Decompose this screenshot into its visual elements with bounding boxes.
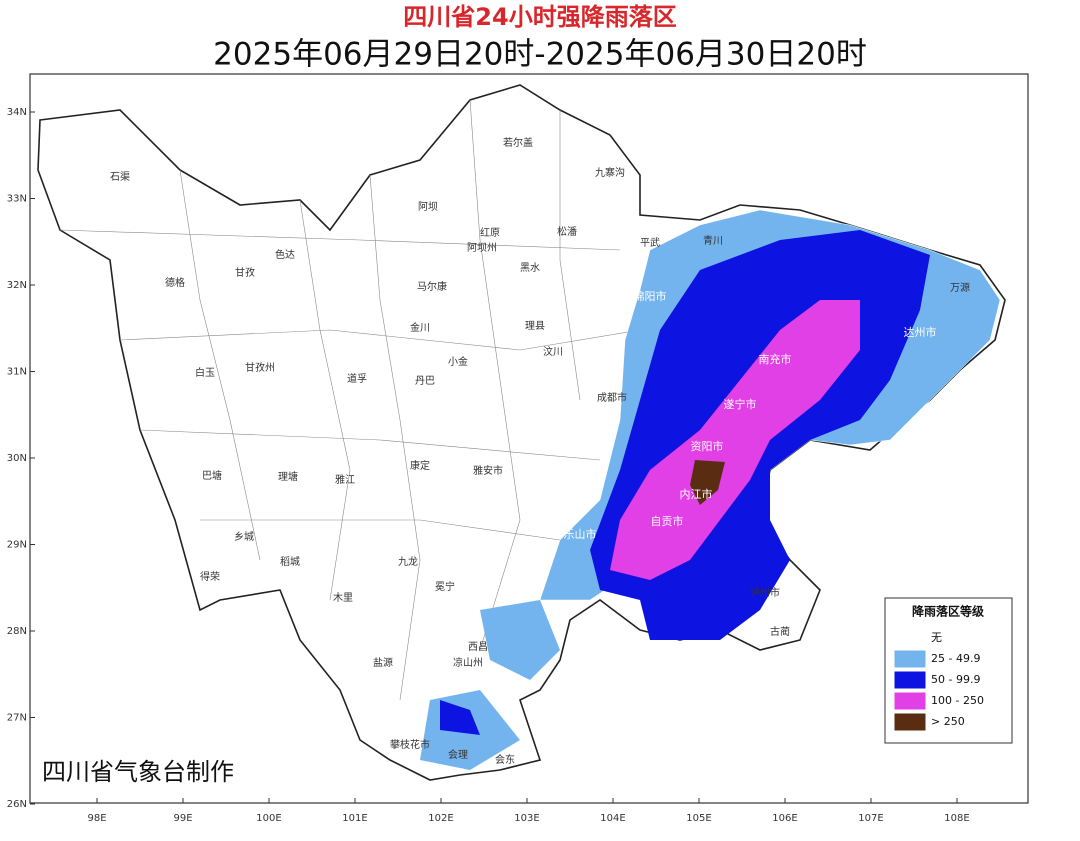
place-label: 小金 (448, 355, 468, 368)
place-label: 红原 (480, 226, 500, 239)
place-label: 九寨沟 (595, 166, 625, 179)
lat-tick-label: 33N (7, 194, 27, 205)
place-label: 理塘 (278, 470, 298, 483)
place-label: 道孚 (347, 372, 367, 385)
place-label: 得荣 (200, 571, 220, 583)
place-label: 内江市 (680, 487, 713, 501)
place-label: 色达 (275, 248, 295, 261)
legend-swatch (894, 650, 926, 668)
place-label: 丹巴 (415, 375, 435, 387)
legend-label: 100 - 250 (931, 694, 984, 707)
place-label: 马尔康 (417, 280, 447, 293)
place-label: 冕宁 (435, 580, 455, 593)
lon-tick-label: 100E (256, 813, 281, 824)
lon-tick-label: 103E (514, 813, 539, 824)
lon-tick-label: 101E (342, 813, 367, 824)
place-label: 雅江 (335, 473, 355, 486)
place-label: 遂宁市 (724, 397, 757, 411)
place-label: 理县 (525, 320, 545, 332)
place-label: 稻城 (280, 556, 300, 568)
place-label: 会东 (495, 753, 515, 766)
rain-area-light (480, 600, 560, 680)
subtitle: 2025年06月29日20时-2025年06月30日20时 (213, 37, 867, 73)
legend-label: 50 - 99.9 (931, 673, 980, 686)
legend-label: 无 (931, 631, 942, 644)
place-label: 松潘 (557, 225, 577, 238)
lat-tick-label: 29N (7, 540, 27, 551)
lat-tick-label: 31N (7, 367, 27, 378)
place-label: 古蔺 (770, 625, 790, 638)
lat-tick-label: 26N (7, 799, 27, 810)
place-label: 阿坝 (418, 201, 438, 213)
place-label: 万源 (950, 281, 970, 294)
lon-tick-label: 105E (686, 813, 711, 824)
legend-swatch (894, 671, 926, 689)
place-label: 九龙 (398, 555, 418, 568)
lon-tick-label: 107E (858, 813, 883, 824)
place-label: 会理 (448, 748, 468, 761)
place-label: 汶川 (543, 345, 563, 358)
legend: 降雨落区等级 无 25 - 49.9 50 - 99.9 100 - 250 > 250 (884, 597, 1013, 744)
place-label: 白玉 (195, 366, 215, 379)
lon-tick-label: 98E (87, 813, 106, 824)
title: 四川省24小时强降雨落区 (403, 3, 676, 31)
place-label: 石渠 (110, 171, 130, 183)
place-label: 德格 (165, 276, 185, 289)
county-borders (59, 99, 641, 701)
legend-swatch (895, 630, 925, 646)
legend-label: 25 - 49.9 (931, 652, 980, 665)
rain-area-severe (610, 300, 860, 580)
lat-tick-label: 30N (7, 453, 27, 464)
place-label: 自贡市 (651, 514, 684, 528)
place-label: 金川 (410, 321, 430, 334)
place-label: 成都市 (597, 391, 627, 404)
place-label: 盐源 (373, 656, 393, 669)
place-label: 青川 (703, 234, 723, 247)
place-label: 绵阳市 (634, 289, 667, 303)
legend-swatch (894, 713, 926, 731)
place-label: 乐山市 (564, 527, 597, 541)
place-label: 雅安市 (473, 464, 503, 477)
lon-tick-label: 106E (772, 813, 797, 824)
lon-tick-label: 102E (428, 813, 453, 824)
credit: 四川省气象台制作 (42, 758, 234, 786)
place-label: 巴塘 (202, 469, 222, 482)
place-label: 达州市 (904, 325, 937, 339)
place-label: 黑水 (520, 262, 540, 274)
place-label: 甘孜州 (245, 361, 275, 374)
rain-area-heavy (440, 700, 480, 735)
lon-tick-label: 99E (173, 813, 192, 824)
place-label: 攀枝花市 (390, 738, 430, 751)
lat-tick-label: 32N (7, 280, 27, 291)
place-label: 泸州市 (750, 586, 780, 599)
place-labels: 石渠 德格 甘孜 色达 白玉 巴塘 理塘 乡城 稻城 得荣 若尔盖 九寨沟 阿坝… (110, 136, 970, 766)
lat-tick-label: 28N (7, 626, 27, 637)
lat-tick-label: 34N (7, 107, 27, 118)
place-label: 凉山州 (453, 656, 483, 669)
place-label: 木里 (333, 592, 353, 604)
place-label: 康定 (410, 459, 430, 472)
place-label: 甘孜 (235, 266, 255, 279)
lat-tick-label: 27N (7, 713, 27, 724)
place-label: 资阳市 (691, 439, 724, 453)
place-label: 南充市 (759, 352, 792, 366)
rain-area-extreme (690, 460, 725, 505)
legend-title: 降雨落区等级 (912, 604, 984, 619)
lon-tick-label: 104E (600, 813, 625, 824)
lon-tick-label: 108E (944, 813, 969, 824)
place-label: 阿坝州 (467, 242, 497, 254)
place-label: 平武 (640, 236, 660, 249)
legend-swatch (894, 692, 926, 710)
place-label: 若尔盖 (503, 136, 533, 149)
place-label: 乡城 (234, 531, 254, 543)
place-label: 西昌 (468, 641, 488, 653)
legend-label: > 250 (931, 715, 965, 728)
